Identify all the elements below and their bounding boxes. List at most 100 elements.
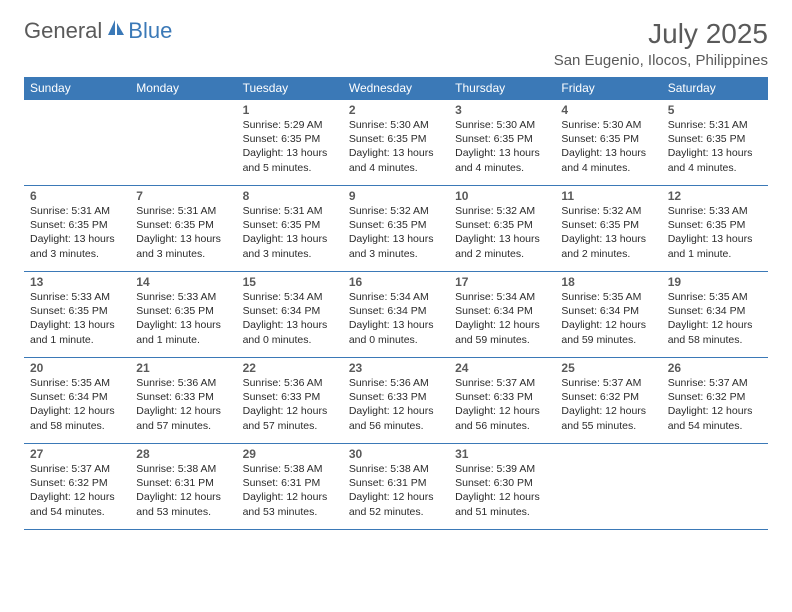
daylight-text: and 57 minutes. bbox=[243, 419, 337, 433]
calendar-cell: 8Sunrise: 5:31 AMSunset: 6:35 PMDaylight… bbox=[237, 186, 343, 272]
day-number: 10 bbox=[455, 189, 549, 203]
daylight-text: Daylight: 12 hours bbox=[455, 404, 549, 418]
calendar-week-row: 6Sunrise: 5:31 AMSunset: 6:35 PMDaylight… bbox=[24, 186, 768, 272]
daylight-text: and 54 minutes. bbox=[668, 419, 762, 433]
calendar-cell: 10Sunrise: 5:32 AMSunset: 6:35 PMDayligh… bbox=[449, 186, 555, 272]
sunset-text: Sunset: 6:35 PM bbox=[349, 218, 443, 232]
daylight-text: and 53 minutes. bbox=[136, 505, 230, 519]
day-number: 13 bbox=[30, 275, 124, 289]
day-number: 3 bbox=[455, 103, 549, 117]
daylight-text: and 4 minutes. bbox=[455, 161, 549, 175]
daylight-text: Daylight: 12 hours bbox=[243, 404, 337, 418]
daylight-text: Daylight: 13 hours bbox=[349, 232, 443, 246]
title-block: July 2025 San Eugenio, Ilocos, Philippin… bbox=[554, 18, 768, 69]
sunrise-text: Sunrise: 5:36 AM bbox=[136, 376, 230, 390]
daylight-text: Daylight: 12 hours bbox=[136, 490, 230, 504]
sunset-text: Sunset: 6:34 PM bbox=[30, 390, 124, 404]
sunrise-text: Sunrise: 5:31 AM bbox=[136, 204, 230, 218]
sunset-text: Sunset: 6:35 PM bbox=[668, 132, 762, 146]
day-number: 23 bbox=[349, 361, 443, 375]
daylight-text: and 56 minutes. bbox=[349, 419, 443, 433]
daylight-text: Daylight: 13 hours bbox=[455, 146, 549, 160]
daylight-text: Daylight: 12 hours bbox=[561, 404, 655, 418]
sunrise-text: Sunrise: 5:34 AM bbox=[243, 290, 337, 304]
sunrise-text: Sunrise: 5:34 AM bbox=[349, 290, 443, 304]
calendar-cell: 22Sunrise: 5:36 AMSunset: 6:33 PMDayligh… bbox=[237, 358, 343, 444]
sunrise-text: Sunrise: 5:37 AM bbox=[30, 462, 124, 476]
day-number: 28 bbox=[136, 447, 230, 461]
sunrise-text: Sunrise: 5:38 AM bbox=[136, 462, 230, 476]
calendar-week-row: 13Sunrise: 5:33 AMSunset: 6:35 PMDayligh… bbox=[24, 272, 768, 358]
col-tuesday: Tuesday bbox=[237, 77, 343, 100]
daylight-text: and 59 minutes. bbox=[561, 333, 655, 347]
sunset-text: Sunset: 6:31 PM bbox=[243, 476, 337, 490]
daylight-text: Daylight: 12 hours bbox=[668, 318, 762, 332]
day-number: 26 bbox=[668, 361, 762, 375]
calendar-cell: 17Sunrise: 5:34 AMSunset: 6:34 PMDayligh… bbox=[449, 272, 555, 358]
calendar-cell: 4Sunrise: 5:30 AMSunset: 6:35 PMDaylight… bbox=[555, 100, 661, 186]
daylight-text: and 3 minutes. bbox=[30, 247, 124, 261]
logo-text-blue: Blue bbox=[128, 18, 172, 44]
calendar-cell: 20Sunrise: 5:35 AMSunset: 6:34 PMDayligh… bbox=[24, 358, 130, 444]
sunset-text: Sunset: 6:35 PM bbox=[668, 218, 762, 232]
calendar-cell: 11Sunrise: 5:32 AMSunset: 6:35 PMDayligh… bbox=[555, 186, 661, 272]
daylight-text: and 1 minute. bbox=[30, 333, 124, 347]
calendar-cell: 7Sunrise: 5:31 AMSunset: 6:35 PMDaylight… bbox=[130, 186, 236, 272]
calendar-cell: 24Sunrise: 5:37 AMSunset: 6:33 PMDayligh… bbox=[449, 358, 555, 444]
sunset-text: Sunset: 6:35 PM bbox=[349, 132, 443, 146]
sunrise-text: Sunrise: 5:31 AM bbox=[30, 204, 124, 218]
calendar-cell: 9Sunrise: 5:32 AMSunset: 6:35 PMDaylight… bbox=[343, 186, 449, 272]
calendar-cell bbox=[555, 444, 661, 530]
sunrise-text: Sunrise: 5:30 AM bbox=[455, 118, 549, 132]
sunrise-text: Sunrise: 5:38 AM bbox=[349, 462, 443, 476]
sunset-text: Sunset: 6:35 PM bbox=[136, 304, 230, 318]
daylight-text: Daylight: 13 hours bbox=[30, 318, 124, 332]
calendar-cell: 1Sunrise: 5:29 AMSunset: 6:35 PMDaylight… bbox=[237, 100, 343, 186]
day-number: 7 bbox=[136, 189, 230, 203]
sunrise-text: Sunrise: 5:37 AM bbox=[455, 376, 549, 390]
sunrise-text: Sunrise: 5:29 AM bbox=[243, 118, 337, 132]
sunset-text: Sunset: 6:34 PM bbox=[243, 304, 337, 318]
sunset-text: Sunset: 6:33 PM bbox=[455, 390, 549, 404]
sunrise-text: Sunrise: 5:32 AM bbox=[455, 204, 549, 218]
sunset-text: Sunset: 6:35 PM bbox=[455, 132, 549, 146]
calendar-cell: 15Sunrise: 5:34 AMSunset: 6:34 PMDayligh… bbox=[237, 272, 343, 358]
sunset-text: Sunset: 6:35 PM bbox=[243, 218, 337, 232]
sunset-text: Sunset: 6:32 PM bbox=[30, 476, 124, 490]
calendar-cell: 31Sunrise: 5:39 AMSunset: 6:30 PMDayligh… bbox=[449, 444, 555, 530]
sunrise-text: Sunrise: 5:39 AM bbox=[455, 462, 549, 476]
calendar-cell: 28Sunrise: 5:38 AMSunset: 6:31 PMDayligh… bbox=[130, 444, 236, 530]
sunrise-text: Sunrise: 5:35 AM bbox=[30, 376, 124, 390]
daylight-text: and 51 minutes. bbox=[455, 505, 549, 519]
daylight-text: and 2 minutes. bbox=[455, 247, 549, 261]
sunset-text: Sunset: 6:35 PM bbox=[30, 218, 124, 232]
day-number: 6 bbox=[30, 189, 124, 203]
day-number: 16 bbox=[349, 275, 443, 289]
col-thursday: Thursday bbox=[449, 77, 555, 100]
day-number: 19 bbox=[668, 275, 762, 289]
day-number: 29 bbox=[243, 447, 337, 461]
daylight-text: Daylight: 13 hours bbox=[561, 232, 655, 246]
sunset-text: Sunset: 6:33 PM bbox=[349, 390, 443, 404]
calendar-cell: 25Sunrise: 5:37 AMSunset: 6:32 PMDayligh… bbox=[555, 358, 661, 444]
daylight-text: Daylight: 12 hours bbox=[668, 404, 762, 418]
sunset-text: Sunset: 6:35 PM bbox=[243, 132, 337, 146]
day-number: 11 bbox=[561, 189, 655, 203]
calendar-cell: 26Sunrise: 5:37 AMSunset: 6:32 PMDayligh… bbox=[662, 358, 768, 444]
day-number: 9 bbox=[349, 189, 443, 203]
sunrise-text: Sunrise: 5:36 AM bbox=[243, 376, 337, 390]
calendar-cell: 5Sunrise: 5:31 AMSunset: 6:35 PMDaylight… bbox=[662, 100, 768, 186]
calendar-cell: 2Sunrise: 5:30 AMSunset: 6:35 PMDaylight… bbox=[343, 100, 449, 186]
sunset-text: Sunset: 6:31 PM bbox=[136, 476, 230, 490]
daylight-text: and 58 minutes. bbox=[668, 333, 762, 347]
calendar-week-row: 20Sunrise: 5:35 AMSunset: 6:34 PMDayligh… bbox=[24, 358, 768, 444]
calendar-cell: 29Sunrise: 5:38 AMSunset: 6:31 PMDayligh… bbox=[237, 444, 343, 530]
day-number: 25 bbox=[561, 361, 655, 375]
calendar-cell: 23Sunrise: 5:36 AMSunset: 6:33 PMDayligh… bbox=[343, 358, 449, 444]
daylight-text: Daylight: 13 hours bbox=[349, 318, 443, 332]
daylight-text: and 59 minutes. bbox=[455, 333, 549, 347]
daylight-text: Daylight: 13 hours bbox=[136, 232, 230, 246]
calendar-table: Sunday Monday Tuesday Wednesday Thursday… bbox=[24, 77, 768, 530]
daylight-text: and 3 minutes. bbox=[349, 247, 443, 261]
sunrise-text: Sunrise: 5:35 AM bbox=[561, 290, 655, 304]
